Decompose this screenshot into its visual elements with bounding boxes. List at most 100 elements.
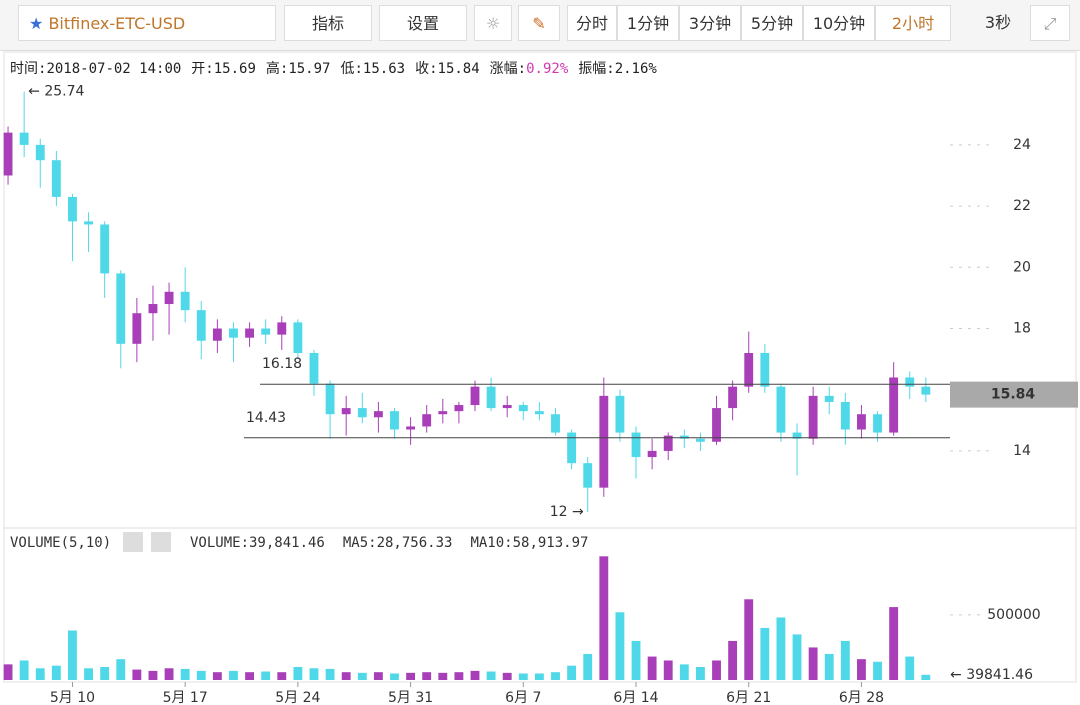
candle-body — [309, 352, 319, 384]
volume-bar — [84, 668, 93, 680]
volume-bar — [470, 670, 480, 680]
candle-body — [728, 386, 738, 409]
candle-body — [534, 411, 544, 415]
candle-body — [196, 310, 206, 341]
candle-body — [518, 405, 528, 412]
volume-bar — [68, 630, 77, 680]
candle-body — [84, 221, 93, 225]
settings-icon — [123, 532, 143, 552]
period-button[interactable]: 2小时 — [875, 5, 951, 41]
info-label: 低: — [340, 61, 363, 77]
y-tick-label: 14 — [1013, 443, 1031, 459]
info-label: 开: — [191, 61, 214, 77]
symbol-button[interactable]: ★ Bitfinex-ETC-USD — [18, 5, 276, 41]
candle-body — [873, 414, 882, 433]
candle-body — [615, 395, 625, 433]
max-label: ← 25.74 — [28, 84, 84, 100]
volume-bar — [824, 653, 834, 680]
volume-bar — [229, 670, 238, 680]
volume-bar — [808, 647, 818, 680]
arrow: ← — [28, 84, 44, 100]
volume-bar — [357, 672, 367, 680]
volume-bar — [261, 671, 271, 680]
close-icon — [151, 532, 171, 552]
volume-bar — [679, 664, 689, 680]
candle-body — [744, 352, 754, 387]
max-value: 25.74 — [44, 84, 84, 100]
theme-button[interactable]: ☼ — [474, 5, 512, 41]
volume-bar — [51, 665, 61, 680]
candle-body — [373, 411, 383, 418]
arrow: ← — [950, 667, 966, 683]
indicator-button[interactable]: 指标 — [284, 5, 372, 41]
volume-legend: VOLUME:39,841.46 — [190, 535, 325, 551]
candle-body — [840, 401, 850, 430]
period-button[interactable]: 3分钟 — [679, 5, 741, 41]
info-value: 15.97 — [288, 61, 331, 77]
candle-body — [502, 405, 512, 409]
volume-bar — [19, 660, 29, 680]
info-value: 15.69 — [213, 61, 256, 77]
candle-body — [19, 132, 29, 145]
volume-bar — [776, 617, 786, 680]
info-value: 15.63 — [362, 61, 406, 77]
volume-bar — [551, 672, 560, 680]
volume-bar — [792, 634, 802, 680]
volume-bar — [277, 672, 287, 680]
period-button[interactable]: 10分钟 — [803, 5, 875, 41]
volume-title: VOLUME(5,10) — [10, 535, 111, 551]
info-label: 涨幅: — [489, 61, 527, 77]
period-button[interactable]: 5分钟 — [741, 5, 803, 41]
volume-bar — [35, 668, 45, 680]
x-tick-label: 6月 14 — [613, 690, 658, 705]
volume-bar — [293, 666, 303, 680]
volume-bar — [116, 659, 126, 680]
symbol: Bitfinex-ETC-USD — [48, 14, 186, 33]
volume-bar — [647, 656, 657, 680]
candle-body — [341, 408, 351, 415]
candle-body — [229, 328, 238, 338]
info-item: 高:15.97 — [266, 61, 331, 77]
volume-bar — [873, 661, 882, 680]
info-item: 收:15.84 — [415, 61, 480, 77]
y-tick-label: 22 — [1013, 198, 1031, 214]
volume-bar — [857, 659, 866, 680]
candle-body — [647, 450, 657, 458]
refresh[interactable]: 3秒 — [984, 13, 1012, 32]
candle-body — [180, 291, 190, 311]
candle-body — [422, 414, 432, 427]
candle-body — [551, 414, 560, 433]
draw-button[interactable]: ✎ — [518, 5, 560, 41]
volume-bar — [309, 668, 319, 680]
candle-body — [486, 386, 496, 409]
x-tick-label: 5月 31 — [388, 690, 433, 705]
chart-frame — [3, 51, 1077, 683]
candle-body — [68, 196, 77, 222]
candle-body — [454, 405, 464, 412]
volume-bar — [695, 666, 705, 680]
y-tick-label: 20 — [1013, 259, 1031, 275]
candle-body — [261, 328, 271, 335]
candle-body — [148, 304, 158, 314]
fullscreen-button[interactable]: ⤢ — [1030, 5, 1070, 41]
candle-body — [390, 411, 399, 430]
info-value: 0.92% — [526, 61, 569, 77]
volume-bar — [615, 612, 625, 680]
period-button[interactable]: 分时 — [567, 5, 617, 41]
volume-bar — [599, 556, 609, 680]
last-price-box — [950, 381, 1078, 408]
x-tick-label: 5月 24 — [275, 690, 320, 705]
candle-body — [470, 386, 480, 406]
arrow: → — [568, 504, 584, 520]
info-label: 高: — [265, 61, 289, 77]
volume-legend: MA10:58,913.97 — [470, 535, 588, 551]
period-button[interactable]: 1分钟 — [617, 5, 679, 41]
settings-button[interactable]: 设置 — [379, 5, 467, 41]
volume-bar — [454, 672, 464, 680]
toolbar: ★ Bitfinex-ETC-USD 指标 设置 ☼ ✎ 分时 1分钟 3分钟 5分钟… — [0, 0, 1080, 51]
volume-bar — [889, 607, 899, 680]
volume-bar — [663, 660, 673, 680]
info-label: 时间: — [10, 61, 47, 77]
candle-body — [695, 438, 705, 442]
